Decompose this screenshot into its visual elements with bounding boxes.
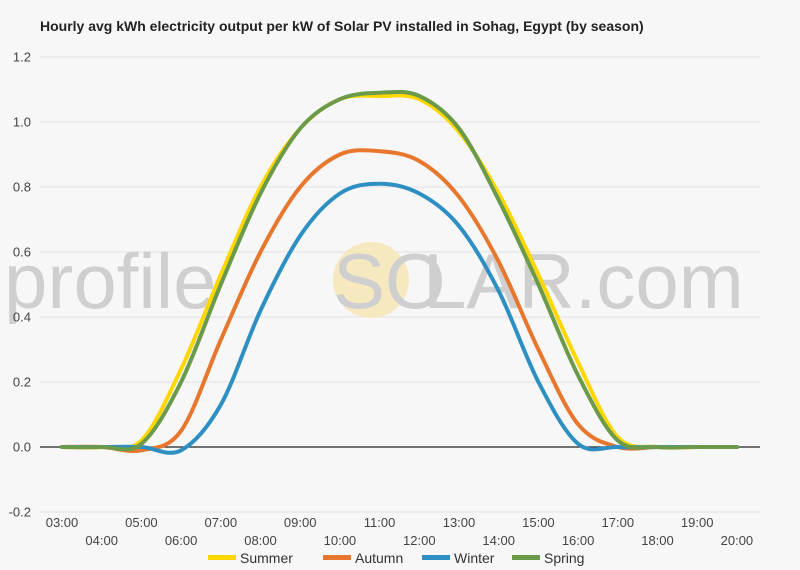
x-tick-label: 09:00 bbox=[284, 515, 317, 530]
legend-swatch-summer bbox=[208, 555, 236, 560]
y-tick-label: 1.2 bbox=[13, 50, 31, 65]
legend-label-autumn: Autumn bbox=[355, 550, 403, 566]
series-line-winter bbox=[60, 181, 739, 455]
x-tick-label: 05:00 bbox=[125, 515, 158, 530]
watermark-text-right: LAR.com bbox=[423, 237, 744, 325]
x-tick-label: 15:00 bbox=[522, 515, 555, 530]
x-tick-label: 04:00 bbox=[85, 533, 118, 548]
y-tick-label: 0.6 bbox=[13, 245, 31, 260]
legend-label-winter: Winter bbox=[454, 550, 495, 566]
y-tick-label: 0.2 bbox=[13, 375, 31, 390]
watermark-sun-icon bbox=[333, 242, 409, 318]
legend-swatch-winter bbox=[422, 555, 450, 560]
chart-title: Hourly avg kWh electricity output per kW… bbox=[40, 18, 644, 34]
legend-swatch-spring bbox=[512, 555, 540, 560]
x-tick-label: 11:00 bbox=[364, 515, 396, 530]
watermark-text-left: profile bbox=[4, 237, 216, 325]
y-tick-label: 0.4 bbox=[13, 310, 31, 325]
watermark: profile SO LAR.com bbox=[4, 237, 744, 325]
x-tick-label: 07:00 bbox=[205, 515, 238, 530]
x-tick-label: 16:00 bbox=[562, 533, 595, 548]
x-tick-label: 06:00 bbox=[165, 533, 198, 548]
x-tick-label: 20:00 bbox=[721, 533, 754, 548]
x-tick-label: 17:00 bbox=[602, 515, 635, 530]
y-tick-label: 1.0 bbox=[13, 115, 31, 130]
legend-label-spring: Spring bbox=[544, 550, 584, 566]
y-tick-label: -0.2 bbox=[9, 505, 31, 520]
x-tick-label: 14:00 bbox=[482, 533, 515, 548]
x-tick-label: 10:00 bbox=[324, 533, 357, 548]
series-line-spring bbox=[60, 89, 739, 452]
y-tick-label: 0.8 bbox=[13, 180, 31, 195]
x-tick-label: 12:00 bbox=[403, 533, 436, 548]
watermark-text-sun: SO bbox=[333, 237, 446, 325]
x-tick-label: 03:00 bbox=[46, 515, 79, 530]
x-tick-label: 08:00 bbox=[244, 533, 277, 548]
legend-swatch-autumn bbox=[323, 555, 351, 560]
series-line-summer bbox=[60, 93, 739, 451]
legend-label-summer: Summer bbox=[240, 550, 293, 566]
x-tick-label: 19:00 bbox=[681, 515, 714, 530]
y-tick-label: 0.0 bbox=[13, 440, 31, 455]
x-tick-label: 18:00 bbox=[641, 533, 674, 548]
legend: Summer Autumn Winter Spring bbox=[208, 550, 584, 566]
x-tick-label: 13:00 bbox=[443, 515, 476, 530]
axes: 1.2 1.0 0.8 0.6 0.4 0.2 0.0 -0.2 03:00 04:00 05:00… bbox=[9, 50, 760, 548]
series-lines bbox=[60, 89, 739, 455]
